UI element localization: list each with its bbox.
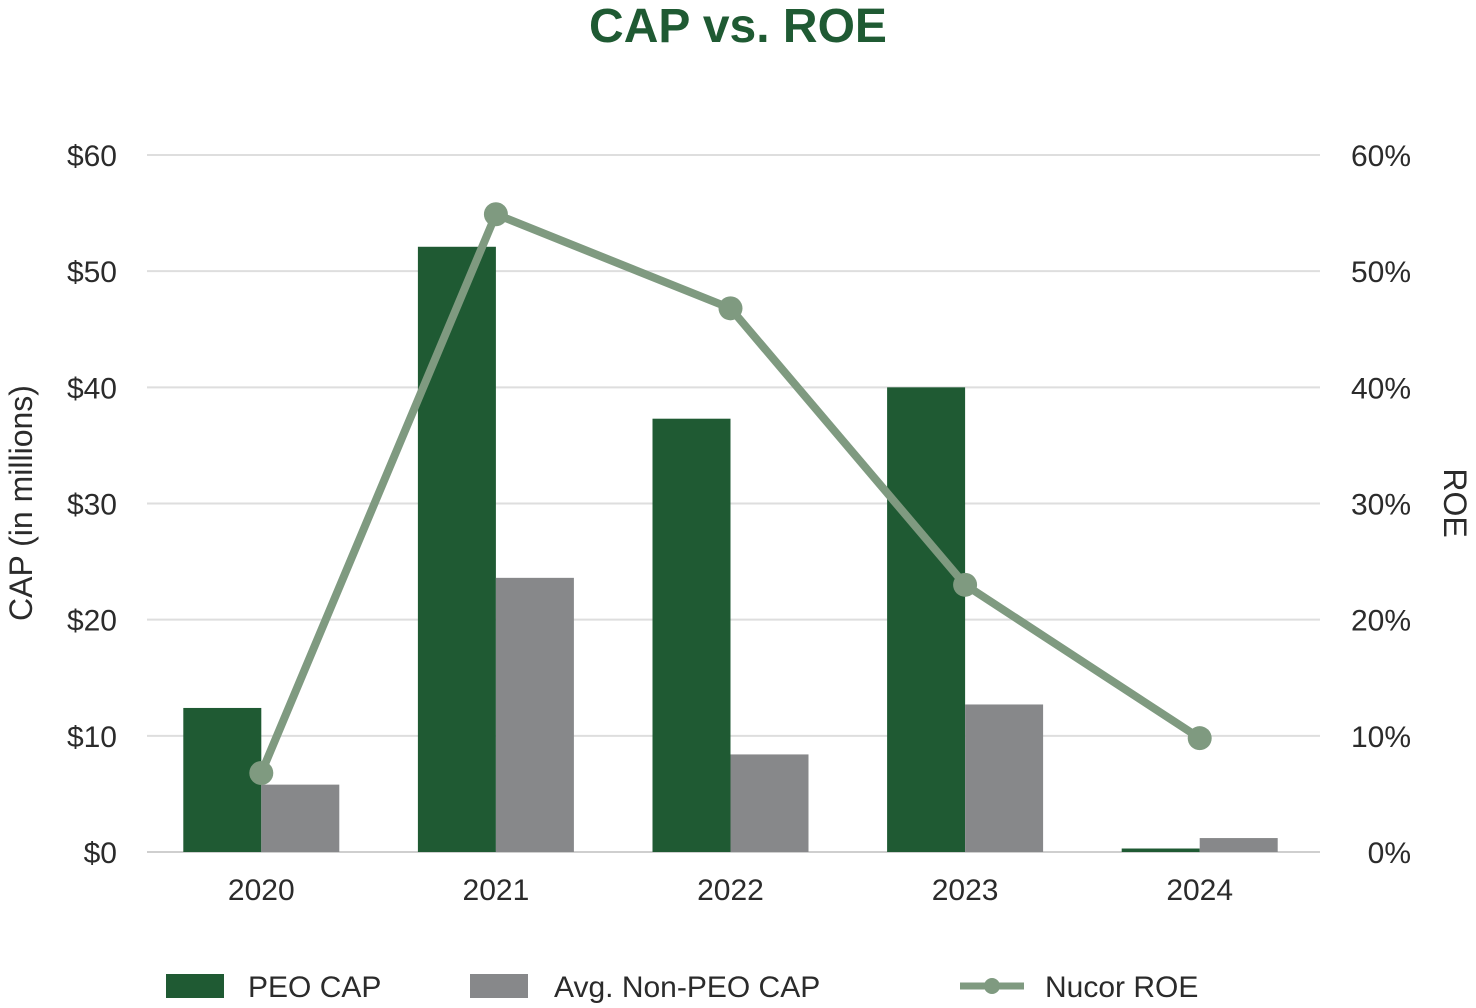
legend-label-peo-cap: PEO CAP — [248, 971, 381, 1004]
y-tick-label: $50 — [67, 256, 117, 289]
roe-point — [1187, 726, 1212, 751]
bar-non-peo-cap — [1199, 838, 1278, 852]
y-axis-title: CAP (in millions) — [3, 385, 39, 621]
bar-non-peo-cap — [965, 704, 1044, 852]
y-tick-label: $0 — [84, 837, 117, 870]
y2-tick-label: 60% — [1351, 140, 1411, 173]
y-axis-right: 0% 10% 20% 30% 40% 50% 60% — [1351, 140, 1411, 870]
legend: PEO CAP Avg. Non-PEO CAP Nucor ROE — [166, 971, 1198, 1004]
legend-marker-nucor-roe — [984, 978, 1000, 994]
roe-point — [249, 761, 274, 786]
chart-title: CAP vs. ROE — [589, 0, 887, 53]
x-tick-label: 2022 — [697, 874, 764, 907]
y-tick-label: $40 — [67, 372, 117, 405]
y2-axis-title: ROE — [1437, 468, 1473, 537]
y2-tick-label: 10% — [1351, 721, 1411, 754]
y2-tick-label: 30% — [1351, 489, 1411, 522]
x-axis: 2020 2021 2022 2023 2024 — [228, 874, 1233, 907]
y2-tick-label: 20% — [1351, 605, 1411, 638]
bars — [183, 246, 1278, 852]
y-tick-label: $10 — [67, 721, 117, 754]
y-tick-label: $20 — [67, 605, 117, 638]
legend-label-nucor-roe: Nucor ROE — [1045, 971, 1198, 1004]
legend-label-non-peo-cap: Avg. Non-PEO CAP — [554, 971, 820, 1004]
x-tick-label: 2020 — [228, 874, 295, 907]
y2-tick-label: 40% — [1351, 372, 1411, 405]
roe-point — [953, 572, 978, 597]
roe-line — [249, 202, 1212, 786]
roe-point — [483, 202, 508, 227]
y-tick-label: $60 — [67, 140, 117, 173]
y2-tick-label: 0% — [1368, 837, 1411, 870]
bar-peo-cap — [1121, 848, 1200, 852]
y-axis-left: $0 $10 $20 $30 $40 $50 $60 — [67, 140, 117, 870]
x-tick-label: 2023 — [932, 874, 999, 907]
bar-non-peo-cap — [261, 784, 340, 852]
y2-tick-label: 50% — [1351, 256, 1411, 289]
bar-peo-cap — [887, 387, 966, 852]
grid — [147, 154, 1320, 853]
bar-non-peo-cap — [730, 754, 809, 852]
y-tick-label: $30 — [67, 489, 117, 522]
x-tick-label: 2024 — [1166, 874, 1233, 907]
bar-peo-cap — [183, 707, 262, 852]
legend-swatch-peo-cap — [166, 974, 224, 998]
x-tick-label: 2021 — [463, 874, 530, 907]
legend-swatch-non-peo-cap — [470, 974, 528, 998]
bar-peo-cap — [417, 246, 496, 852]
bar-peo-cap — [652, 418, 731, 852]
bar-non-peo-cap — [495, 577, 574, 852]
roe-point — [718, 296, 743, 321]
